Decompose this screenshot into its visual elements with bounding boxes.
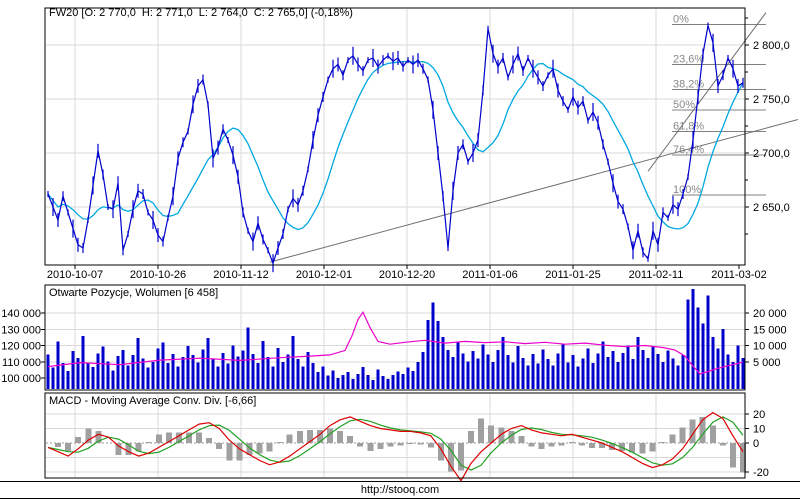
svg-text:-20: -20 (753, 467, 769, 479)
svg-text:120 000: 120 000 (1, 341, 41, 353)
open-interest-volume-title: Otwarte Pozycje, Wolumen [6 458] (49, 287, 219, 299)
svg-text:38,2%: 38,2% (673, 78, 704, 90)
svg-text:10: 10 (753, 424, 765, 436)
svg-text:2011-02-11: 2011-02-11 (629, 269, 684, 281)
svg-text:15 000: 15 000 (753, 324, 787, 336)
svg-text:2 750,0: 2 750,0 (753, 94, 790, 106)
svg-text:2010-12-20: 2010-12-20 (379, 269, 435, 281)
price-panel-title: FW20 [O: 2 770,0 H: 2 771,0 L: 2 764,0 C… (49, 7, 353, 19)
macd-title: MACD - Moving Average Conv. Div. [-6,66] (49, 395, 257, 407)
svg-text:130 000: 130 000 (1, 324, 41, 336)
svg-text:140 000: 140 000 (1, 308, 41, 320)
svg-text:2010-10-26: 2010-10-26 (130, 269, 186, 281)
svg-text:23,6%: 23,6% (673, 53, 704, 65)
svg-text:50%: 50% (673, 99, 695, 111)
svg-text:110 000: 110 000 (2, 357, 41, 369)
svg-text:2010-11-12: 2010-11-12 (213, 269, 268, 281)
svg-text:2010-10-07: 2010-10-07 (47, 269, 103, 281)
svg-text:0: 0 (753, 438, 759, 450)
svg-text:2011-01-25: 2011-01-25 (545, 269, 600, 281)
open-interest-volume-plot-area[interactable] (45, 285, 745, 390)
price-plot-area[interactable] (45, 8, 745, 265)
svg-text:20 000: 20 000 (753, 308, 787, 320)
macd-plot-area[interactable] (45, 393, 745, 478)
svg-text:2 800,0: 2 800,0 (753, 40, 790, 52)
svg-text:100%: 100% (673, 184, 701, 196)
svg-text:2011-01-06: 2011-01-06 (462, 269, 517, 281)
svg-text:20: 20 (753, 409, 765, 421)
svg-text:61,8%: 61,8% (673, 120, 704, 132)
stooq-url: http://stooq.com (360, 484, 440, 496)
svg-text:10 000: 10 000 (753, 341, 787, 353)
svg-text:2 650,0: 2 650,0 (753, 202, 790, 214)
svg-text:2 700,0: 2 700,0 (753, 148, 790, 160)
svg-text:100 000: 100 000 (1, 373, 41, 385)
footer-bar: http://stooq.com (0, 481, 800, 499)
svg-text:0%: 0% (673, 13, 689, 25)
svg-text:5 000: 5 000 (753, 357, 781, 369)
svg-text:2011-03-02: 2011-03-02 (711, 269, 766, 281)
svg-text:2010-12-01: 2010-12-01 (296, 269, 352, 281)
